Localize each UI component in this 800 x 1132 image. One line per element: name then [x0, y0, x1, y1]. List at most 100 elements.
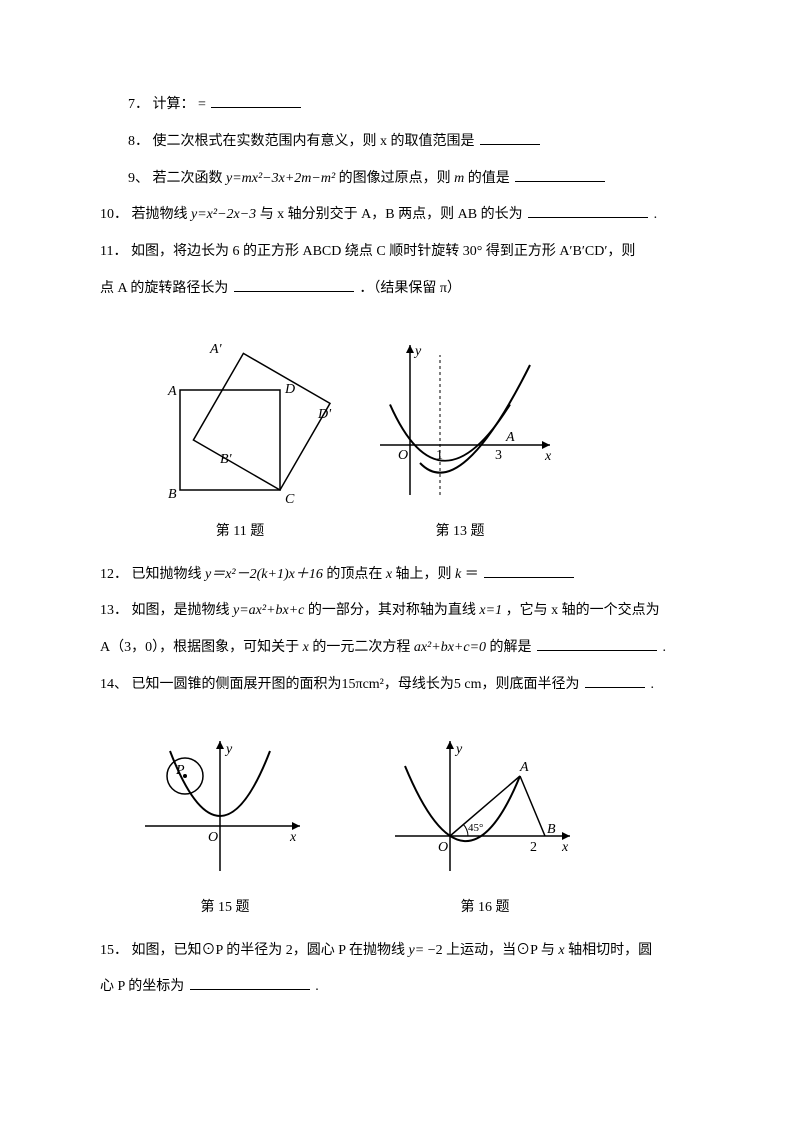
svg-text:x: x	[561, 840, 569, 855]
svg-text:O: O	[398, 448, 408, 463]
figure-13: y x O 1 3 A	[370, 335, 560, 505]
question-14: 14、 已知一圆锥的侧面展开图的面积为15πcm²，母线长为5 cm，则底面半径…	[100, 670, 700, 701]
q7-blank	[211, 93, 301, 108]
q10-tail: .	[654, 207, 658, 222]
figure-row-1: A B C D A' B' D'	[100, 335, 700, 505]
q9-num: 9、	[128, 171, 149, 186]
svg-text:O: O	[438, 840, 448, 855]
q13-line2a: A（3，0），根据图象，可知关于	[100, 640, 303, 655]
svg-text:A: A	[167, 384, 177, 399]
q9-text-b: 的图像过原点，则	[339, 171, 455, 186]
q7-text-b: =	[198, 97, 206, 112]
q10-text-b: 与 x 轴分别交于 A，B 两点，则 AB 的长为	[260, 207, 523, 222]
q8-num: 8．	[128, 134, 149, 149]
svg-text:45°: 45°	[468, 822, 483, 834]
q12-var2: k	[455, 567, 461, 582]
svg-text:B': B'	[220, 452, 233, 467]
q13-expr2: x=1	[479, 603, 502, 618]
q15-blank	[190, 975, 310, 990]
q13-expr3: ax²+bx+c=0	[414, 640, 486, 655]
svg-text:P: P	[175, 763, 185, 778]
question-12: 12． 已知抛物线 y＝x²－2(k+1)x＋16 的顶点在 x 轴上，则 k …	[100, 560, 700, 591]
svg-text:D: D	[284, 382, 295, 397]
q15-expr: y=	[409, 943, 425, 958]
q15-text-a: 如图，已知⊙P 的半径为 2，圆心 P 在抛物线	[132, 943, 409, 958]
q10-num: 10．	[100, 207, 128, 222]
q15-text-c: 轴相切时，圆	[568, 943, 652, 958]
svg-text:A: A	[505, 430, 515, 445]
q13-num: 13．	[100, 603, 128, 618]
q12-text-b: 的顶点在	[326, 567, 386, 582]
q14-text: 已知一圆锥的侧面展开图的面积为15πcm²，母线长为5 cm，则底面半径为	[132, 677, 580, 692]
q15-num: 15．	[100, 943, 128, 958]
svg-text:1: 1	[436, 448, 443, 463]
q12-text-d: ＝	[465, 567, 479, 582]
question-8: 8． 使二次根式在实数范围内有意义，则 x 的取值范围是	[100, 127, 700, 158]
q8-text: 使二次根式在实数范围内有意义，则 x 的取值范围是	[153, 134, 475, 149]
q10-blank	[528, 203, 648, 218]
q13-text-c: ，它与 x 轴的一个交点为	[506, 603, 660, 618]
svg-text:B: B	[168, 487, 177, 502]
q9-text-a: 若二次函数	[153, 171, 227, 186]
q12-text-c: 轴上，则	[396, 567, 456, 582]
q9-expr: y=mx²−3x+2m−m²	[226, 171, 335, 186]
svg-text:x: x	[544, 449, 552, 464]
q14-tail: .	[650, 677, 654, 692]
q9-var: m	[454, 171, 464, 186]
figure-11: A B C D A' B' D'	[140, 335, 340, 505]
caption-15: 第 15 题	[140, 893, 310, 924]
caption-row-2: 第 15 题 第 16 题	[100, 893, 700, 924]
question-15: 15． 如图，已知⊙P 的半径为 2，圆心 P 在抛物线 y= −2 上运动，当…	[100, 936, 700, 967]
figure-15: P y O x	[140, 731, 310, 881]
q9-blank	[515, 167, 605, 182]
q15-tail: .	[315, 979, 319, 994]
caption-11: 第 11 题	[140, 517, 340, 548]
svg-text:B: B	[547, 822, 556, 837]
svg-text:D': D'	[317, 407, 332, 422]
question-10: 10． 若抛物线 y=x²−2x−3 与 x 轴分别交于 A，B 两点，则 AB…	[100, 200, 700, 231]
q14-num: 14、	[100, 677, 128, 692]
svg-text:C: C	[285, 492, 295, 505]
caption-row-1: 第 11 题 第 13 题	[100, 517, 700, 548]
q13-line2c: 的解是	[490, 640, 532, 655]
question-9: 9、 若二次函数 y=mx²−3x+2m−m² 的图像过原点，则 m 的值是	[100, 164, 700, 195]
q12-num: 12．	[100, 567, 128, 582]
svg-text:A: A	[519, 760, 529, 775]
q9-text-c: 的值是	[468, 171, 510, 186]
q11-text: 如图，将边长为 6 的正方形 ABCD 绕点 C 顺时针旋转 30° 得到正方形…	[131, 244, 635, 259]
q11-num: 11．	[100, 244, 127, 259]
svg-text:y: y	[224, 742, 233, 757]
svg-text:x: x	[289, 830, 297, 845]
q7-text-a: 计算：	[153, 97, 195, 112]
question-7: 7． 计算： =	[100, 90, 700, 121]
q10-text-a: 若抛物线	[132, 207, 192, 222]
svg-text:2: 2	[530, 840, 537, 855]
q11-note: ．（结果保留 π）	[359, 281, 461, 296]
q12-blank	[484, 563, 574, 578]
exam-page: 7． 计算： = 8． 使二次根式在实数范围内有意义，则 x 的取值范围是 9、…	[0, 0, 800, 1049]
question-15-line2: 心 P 的坐标为 .	[100, 972, 700, 1003]
q15-text-b: −2 上运动，当⊙P 与	[428, 943, 559, 958]
q12-expr: y＝x²－2(k+1)x＋16	[205, 567, 323, 582]
q14-blank	[585, 673, 645, 688]
question-13-line2: A（3，0），根据图象，可知关于 x 的一元二次方程 ax²+bx+c=0 的解…	[100, 633, 700, 664]
question-11: 11． 如图，将边长为 6 的正方形 ABCD 绕点 C 顺时针旋转 30° 得…	[100, 237, 700, 268]
q13-expr: y=ax²+bx+c	[233, 603, 304, 618]
q8-blank	[480, 130, 540, 145]
figure-row-2: P y O x y O x A B 2 45°	[100, 731, 700, 881]
q15-var: x	[558, 943, 564, 958]
svg-text:3: 3	[495, 448, 502, 463]
q10-expr: y=x²−2x−3	[191, 207, 256, 222]
svg-text:y: y	[413, 344, 422, 359]
q11-blank	[234, 277, 354, 292]
q13-text-a: 如图，是抛物线	[132, 603, 234, 618]
q11-line2: 点 A 的旋转路径长为	[100, 281, 228, 296]
caption-16: 第 16 题	[390, 893, 580, 924]
q12-var: x	[386, 567, 392, 582]
caption-13: 第 13 题	[370, 517, 550, 548]
q7-num: 7．	[128, 97, 149, 112]
q13-text-b: 的一部分，其对称轴为直线	[308, 603, 480, 618]
q13-blank	[537, 636, 657, 651]
question-11-line2: 点 A 的旋转路径长为 ．（结果保留 π）	[100, 274, 700, 305]
question-13: 13． 如图，是抛物线 y=ax²+bx+c 的一部分，其对称轴为直线 x=1 …	[100, 596, 700, 627]
